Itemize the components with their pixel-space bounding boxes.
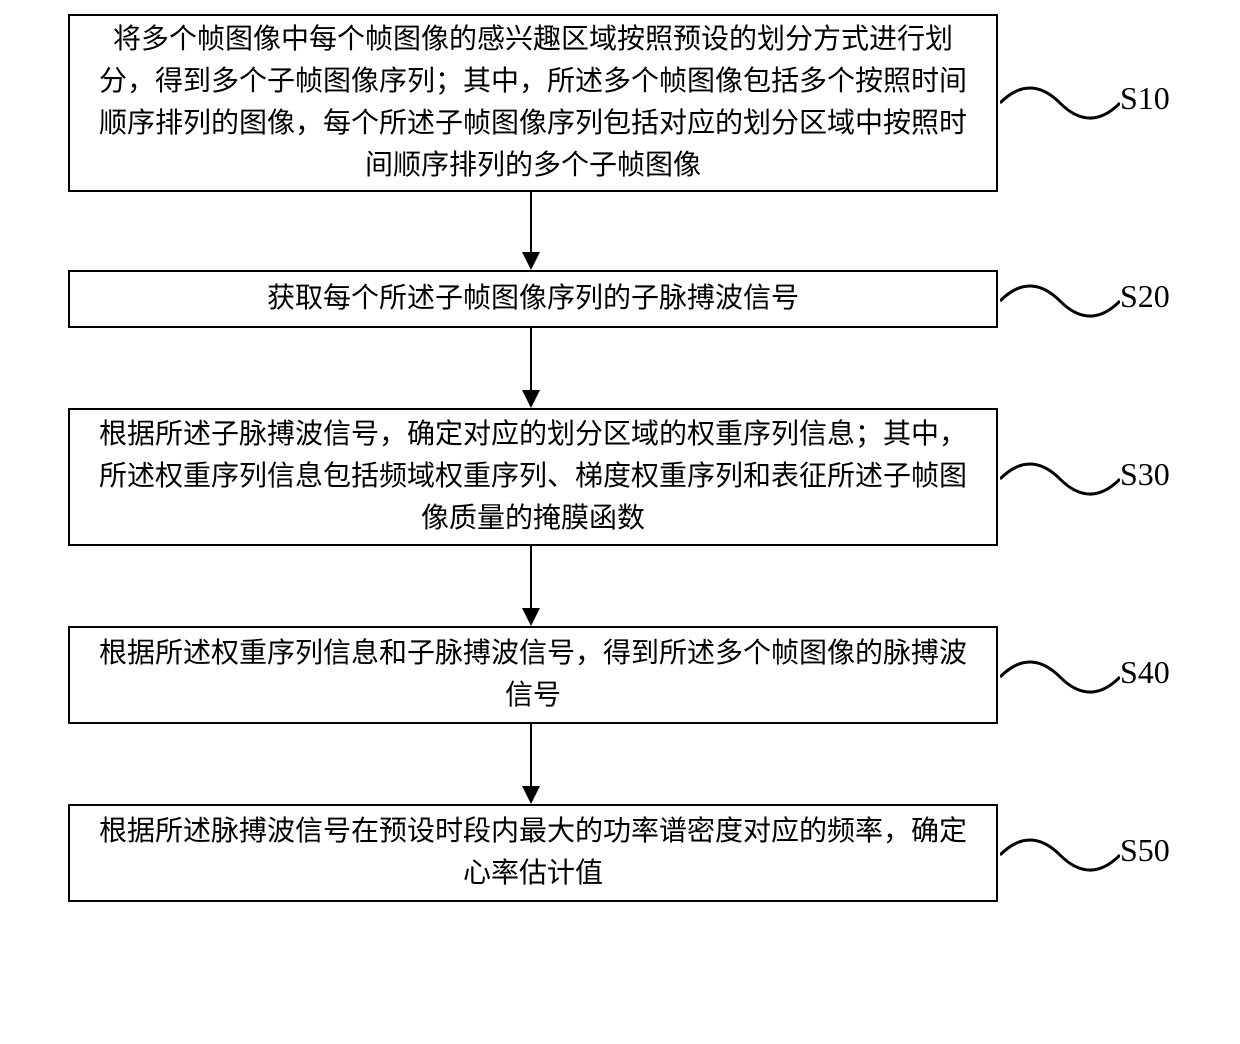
connector-tilde-icon [1000,652,1120,702]
flowchart-canvas: 将多个帧图像中每个帧图像的感兴趣区域按照预设的划分方式进行划分，得到多个子帧图像… [0,0,1240,1044]
connector-tilde-icon [1000,276,1120,326]
flow-step-s40: 根据所述权重序列信息和子脉搏波信号，得到所述多个帧图像的脉搏波信号 [68,626,998,724]
flow-arrow [530,546,532,608]
flow-step-text: 将多个帧图像中每个帧图像的感兴趣区域按照预设的划分方式进行划分，得到多个子帧图像… [94,19,972,187]
flow-arrow-head-icon [522,252,540,270]
flow-arrow-head-icon [522,608,540,626]
flow-arrow [530,328,532,390]
flow-step-label: S50 [1120,832,1170,869]
flow-step-label: S10 [1120,80,1170,117]
flow-step-s10: 将多个帧图像中每个帧图像的感兴趣区域按照预设的划分方式进行划分，得到多个子帧图像… [68,14,998,192]
flow-step-s50: 根据所述脉搏波信号在预设时段内最大的功率谱密度对应的频率，确定心率估计值 [68,804,998,902]
connector-tilde-icon [1000,78,1120,128]
connector-tilde-icon [1000,830,1120,880]
flow-step-text: 根据所述脉搏波信号在预设时段内最大的功率谱密度对应的频率，确定心率估计值 [94,811,972,895]
flow-arrow-head-icon [522,390,540,408]
flow-step-s30: 根据所述子脉搏波信号，确定对应的划分区域的权重序列信息；其中，所述权重序列信息包… [68,408,998,546]
flow-step-s20: 获取每个所述子帧图像序列的子脉搏波信号 [68,270,998,328]
flow-step-label: S40 [1120,654,1170,691]
flow-arrow-head-icon [522,786,540,804]
flow-step-text: 根据所述权重序列信息和子脉搏波信号，得到所述多个帧图像的脉搏波信号 [94,633,972,717]
flow-step-text: 根据所述子脉搏波信号，确定对应的划分区域的权重序列信息；其中，所述权重序列信息包… [94,414,972,540]
flow-arrow [530,192,532,252]
flow-step-label: S20 [1120,278,1170,315]
flow-step-text: 获取每个所述子帧图像序列的子脉搏波信号 [267,278,799,320]
connector-tilde-icon [1000,454,1120,504]
flow-arrow [530,724,532,786]
flow-step-label: S30 [1120,456,1170,493]
